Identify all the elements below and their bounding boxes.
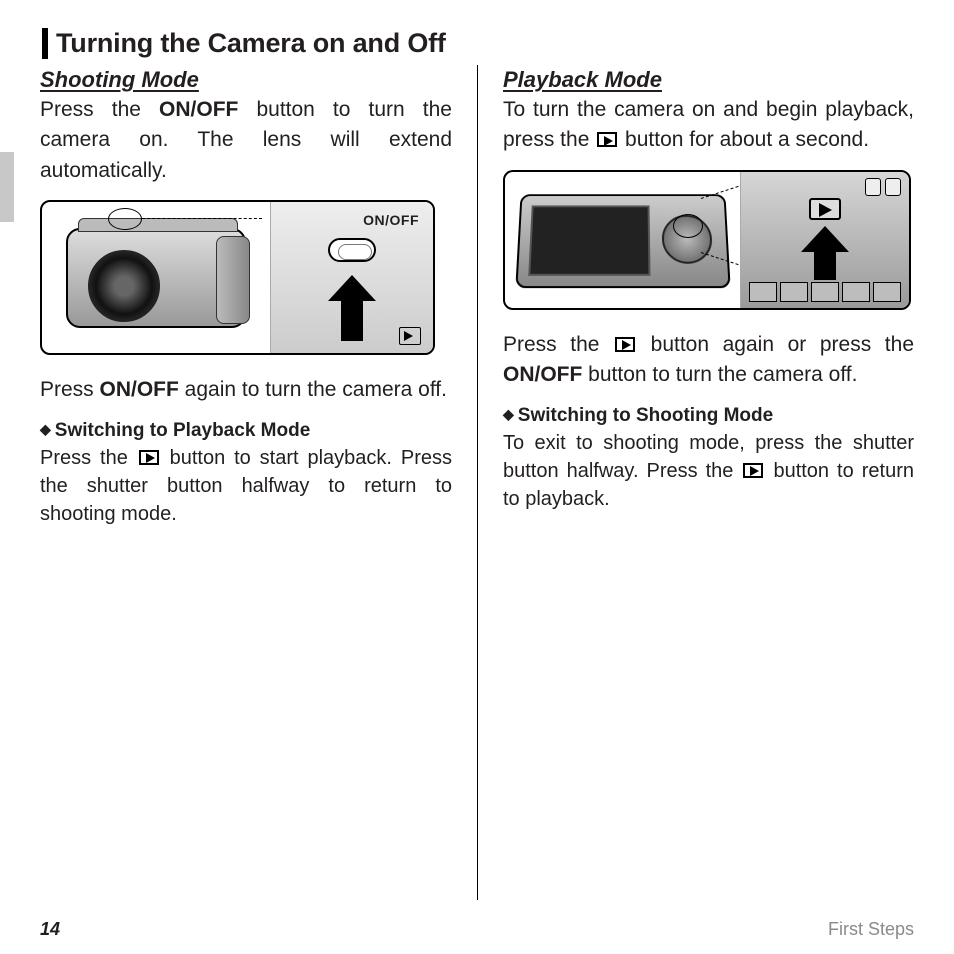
text: Press the	[503, 333, 613, 356]
playback-off: Press the button again or press the ON/O…	[503, 330, 914, 391]
playback-small-icon	[399, 327, 421, 345]
side-tab	[0, 152, 14, 222]
playback-icon	[743, 463, 763, 478]
playback-button-icon	[809, 198, 841, 220]
shooting-intro: Press the ON/OFF button to turn the came…	[40, 95, 452, 186]
section-title-bar: Turning the Camera on and Off	[42, 28, 914, 59]
text: again to turn the camera off.	[179, 378, 447, 401]
shooting-off: Press ON/OFF again to turn the camera of…	[40, 375, 452, 405]
onoff-button-icon	[328, 238, 376, 262]
footer-section: First Steps	[828, 919, 914, 940]
diamond-icon: ◆	[40, 421, 51, 438]
tip-title: Switching to Playback Mode	[55, 420, 311, 441]
bottom-controls-icon	[749, 282, 901, 302]
illustration-camera-back	[503, 170, 911, 310]
playback-icon	[615, 337, 635, 352]
text: Press the	[40, 447, 137, 469]
camera-back-icon	[515, 194, 730, 288]
column-playback-mode: Playback Mode To turn the camera on and …	[477, 65, 914, 900]
text: button for about a second.	[619, 128, 869, 151]
corner-buttons-icon	[865, 178, 901, 196]
playback-icon	[139, 450, 159, 465]
tip-body-shooting: To exit to shooting mode, press the shut…	[503, 429, 914, 513]
column-shooting-mode: Shooting Mode Press the ON/OFF button to…	[40, 65, 477, 900]
subhead-shooting: Shooting Mode	[40, 67, 452, 93]
onoff-label-text: ON/OFF	[159, 98, 238, 121]
camera-front-icon	[66, 228, 246, 328]
tip-heading-shooting: ◆Switching to Shooting Mode	[503, 405, 914, 427]
tip-title: Switching to Shooting Mode	[518, 405, 773, 426]
onoff-label-text: ON/OFF	[503, 363, 582, 386]
page-number: 14	[40, 919, 60, 940]
text: button to turn the camera off.	[582, 363, 857, 386]
diamond-icon: ◆	[503, 406, 514, 423]
tip-body-playback: Press the button to start playback. Pres…	[40, 444, 452, 528]
tip-heading-playback: ◆Switching to Playback Mode	[40, 420, 452, 442]
subhead-playback: Playback Mode	[503, 67, 914, 93]
playback-intro: To turn the camera on and begin playback…	[503, 95, 914, 156]
playback-icon	[597, 132, 617, 147]
callout-circle	[673, 214, 703, 238]
text: button again or press the	[637, 333, 914, 356]
section-title: Turning the Camera on and Off	[56, 28, 914, 59]
arrow-up-icon	[801, 226, 849, 280]
arrow-up-icon	[328, 275, 376, 341]
onoff-caption: ON/OFF	[363, 212, 419, 228]
onoff-label-text: ON/OFF	[100, 378, 179, 401]
text: Press	[40, 378, 100, 401]
page-footer: 14 First Steps	[40, 919, 914, 940]
illustration-camera-front: ON/OFF	[40, 200, 435, 355]
callout-leader	[142, 218, 262, 219]
text: Press the	[40, 98, 159, 121]
